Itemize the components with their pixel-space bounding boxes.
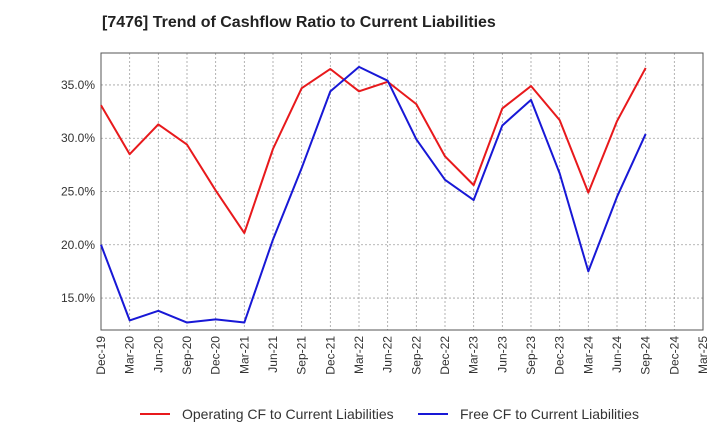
x-tick-label: Mar-20 [123, 336, 137, 374]
x-tick-label: Dec-23 [553, 336, 567, 375]
x-tick-label: Mar-21 [237, 336, 251, 374]
y-tick-label: 15.0% [61, 291, 95, 305]
plot-frame [100, 52, 704, 331]
x-tick-label: Mar-22 [352, 336, 366, 374]
y-tick-label: 35.0% [61, 78, 95, 92]
x-tick-label: Sep-23 [524, 336, 538, 375]
x-tick-label: Jun-21 [266, 336, 280, 373]
x-tick-label: Mar-23 [467, 336, 481, 374]
x-tick-label: Jun-22 [381, 336, 395, 373]
x-tick-label: Mar-24 [581, 336, 595, 374]
x-tick-label: Dec-19 [94, 336, 108, 375]
legend-label: Free CF to Current Liabilities [460, 406, 639, 422]
series-line-2 [100, 65, 647, 324]
y-tick-label: 20.0% [61, 238, 95, 252]
y-tick-label: 30.0% [61, 131, 95, 145]
x-tick-label: Dec-21 [323, 336, 337, 375]
legend-label: Operating CF to Current Liabilities [182, 406, 394, 422]
x-tick-label: Sep-21 [295, 336, 309, 375]
x-tick-label: Jun-20 [151, 336, 165, 373]
x-tick-label: Sep-22 [409, 336, 423, 375]
x-tick-label: Dec-20 [209, 336, 223, 375]
x-tick-label: Jun-24 [610, 336, 624, 373]
y-tick-label: 25.0% [61, 185, 95, 199]
series-line-1 [100, 67, 647, 235]
x-tick-label: Dec-24 [667, 336, 681, 375]
x-tick-label: Sep-24 [639, 336, 653, 375]
x-tick-label: Mar-25 [696, 336, 710, 374]
x-tick-label: Jun-23 [495, 336, 509, 373]
x-tick-label: Sep-20 [180, 336, 194, 375]
x-tick-label: Dec-22 [438, 336, 452, 375]
chart-title: [7476] Trend of Cashflow Ratio to Curren… [102, 14, 496, 31]
